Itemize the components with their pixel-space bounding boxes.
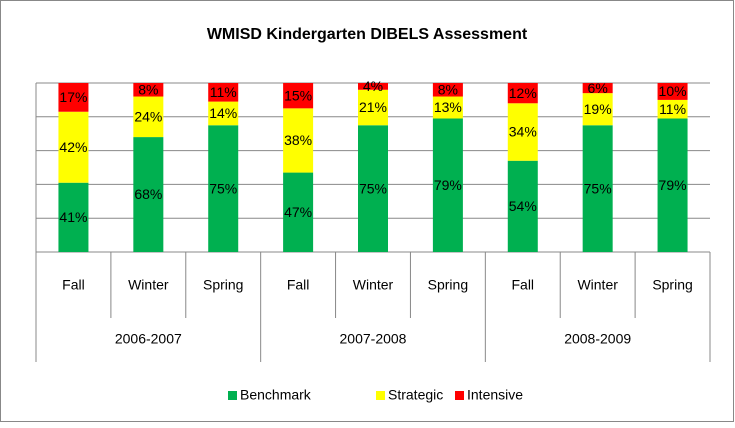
x-tick-label: Winter (128, 277, 169, 293)
bar-segment (283, 172, 314, 252)
bar-segment (582, 125, 613, 252)
data-label: 68% (134, 186, 162, 202)
data-label: 38% (284, 132, 312, 148)
data-label: 4% (363, 78, 383, 94)
bar-segment (358, 89, 388, 126)
bar-segment (432, 83, 463, 97)
data-label: 15% (284, 87, 312, 103)
x-tick-label: Fall (511, 277, 534, 293)
x-tick-label: Winter (353, 277, 394, 293)
bar-segment (657, 99, 688, 119)
legend-label: Benchmark (240, 387, 312, 403)
data-label: 75% (209, 180, 237, 196)
data-label: 11% (210, 84, 237, 100)
bar-segment (657, 118, 688, 253)
x-tick-label: Fall (287, 277, 310, 293)
data-label: 13% (434, 99, 462, 115)
data-label: 41% (59, 209, 87, 225)
bar-segment (432, 118, 463, 253)
data-label: 14% (209, 105, 237, 121)
bar-segment (582, 83, 613, 94)
data-label: 19% (584, 101, 612, 117)
data-label: 6% (588, 80, 608, 96)
data-label: 8% (138, 81, 158, 97)
chart-title: WMISD Kindergarten DIBELS Assessment (207, 26, 528, 43)
bar-segment (208, 101, 239, 126)
legend-label: Intensive (467, 387, 523, 403)
bar-segment (507, 160, 538, 252)
bar-segment (283, 108, 314, 173)
legend-swatch (228, 391, 237, 400)
data-label: 42% (59, 139, 87, 155)
data-label: 8% (438, 81, 458, 97)
data-label: 24% (134, 109, 162, 125)
data-label: 54% (509, 198, 537, 214)
x-tick-label: Spring (652, 277, 692, 293)
bar-segment (133, 96, 164, 138)
data-label: 75% (584, 180, 612, 196)
bar-segment (58, 182, 89, 252)
data-label: 75% (359, 180, 387, 196)
data-label: 17% (59, 89, 87, 105)
group-label: 2007-2008 (340, 331, 407, 347)
legend-swatch (376, 391, 385, 400)
bar-segment (358, 83, 388, 90)
data-label: 79% (659, 177, 687, 193)
group-label: 2006-2007 (115, 331, 182, 347)
bar-segment (58, 111, 89, 183)
bar-segment (358, 125, 388, 252)
data-label: 34% (509, 124, 537, 140)
data-label: 12% (509, 85, 537, 101)
bar-segment (507, 83, 538, 104)
bar-segment (432, 96, 463, 119)
bar-segment (208, 125, 239, 252)
group-label: 2008-2009 (564, 331, 631, 347)
data-label: 11% (659, 101, 686, 117)
bar-segment (58, 83, 89, 112)
bar-segment (208, 83, 239, 102)
x-tick-label: Winter (577, 277, 618, 293)
data-label: 47% (284, 204, 312, 220)
legend-swatch (455, 391, 464, 400)
data-label: 21% (359, 99, 387, 115)
x-tick-label: Spring (203, 277, 243, 293)
x-tick-label: Spring (428, 277, 468, 293)
bar-segment (507, 103, 538, 161)
data-label: 10% (659, 83, 687, 99)
data-label: 79% (434, 177, 462, 193)
bar-segment (283, 83, 314, 109)
x-tick-label: Fall (62, 277, 85, 293)
legend-label: Strategic (388, 387, 443, 403)
bar-segment (657, 83, 688, 100)
bar-segment (133, 83, 164, 97)
bar-segment (582, 93, 613, 126)
bar-segment (133, 137, 164, 252)
